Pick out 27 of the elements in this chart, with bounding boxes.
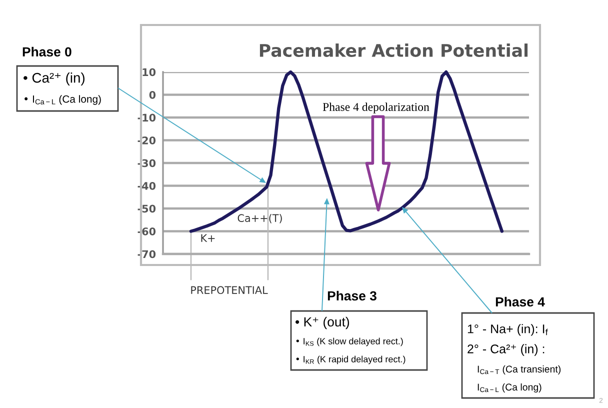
text: I$_{Ca−L}$ (Ca long) bbox=[478, 383, 542, 392]
text: Phase 3 bbox=[328, 290, 376, 301]
annotation: K+ bbox=[201, 234, 215, 242]
y-tick-label: 10 bbox=[142, 68, 156, 76]
y-tick-label: -50 bbox=[138, 204, 156, 213]
y-tick-label: -60 bbox=[138, 227, 156, 236]
text: Phase 4 bbox=[496, 296, 545, 307]
text: I$_{Ca−T}$ (Ca transient) bbox=[478, 365, 561, 374]
y-tick-label: -30 bbox=[138, 159, 156, 168]
text: 1° - Na+ (in): I$_{f}$ bbox=[468, 324, 548, 336]
annotation: Ca++(T) bbox=[238, 214, 282, 224]
text: • K⁺ (out) bbox=[296, 316, 350, 330]
text: • I$_{Ca−L}$ (Ca long) bbox=[24, 95, 101, 105]
y-tick-label: -70 bbox=[138, 250, 156, 258]
line-series bbox=[189, 70, 504, 233]
text: • Ca²⁺ (in) bbox=[24, 72, 84, 86]
text: 2° - Ca²⁺ (in) : bbox=[468, 344, 544, 356]
text: • I$_{KR}$ (K rapid delayed rect.) bbox=[296, 356, 406, 364]
y-tick-label: -10 bbox=[138, 114, 156, 122]
y-tick-label: 0 bbox=[149, 90, 156, 99]
y-tick-label: -20 bbox=[138, 136, 156, 144]
annotation: Phase 4 depolarization bbox=[322, 102, 430, 114]
y-tick-label: -40 bbox=[138, 182, 156, 190]
text: PREPOTENTIAL bbox=[191, 286, 268, 294]
text: • I$_{KS}$ (K slow delayed rect.) bbox=[296, 338, 403, 346]
text: Phase 0 bbox=[22, 46, 72, 57]
chart-title: Pacemaker Action Potential bbox=[260, 44, 528, 57]
